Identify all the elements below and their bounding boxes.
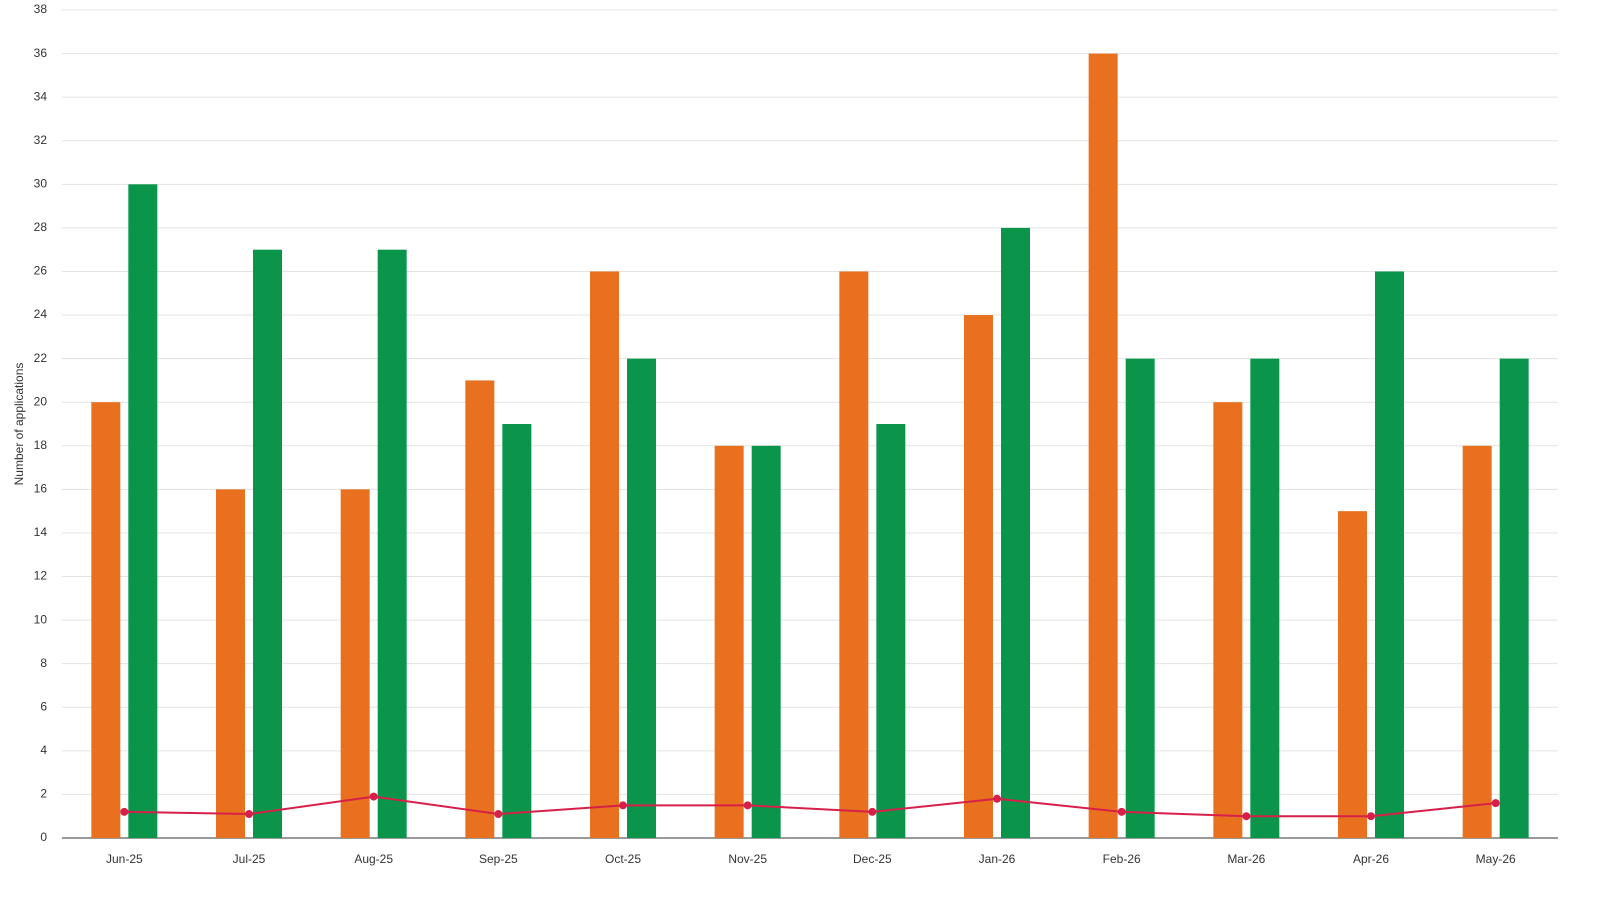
- y-tick-label: 36: [34, 46, 48, 60]
- y-tick-label: 6: [40, 699, 47, 713]
- y-tick-label: 12: [34, 569, 48, 583]
- y-tick-label: 22: [34, 351, 48, 365]
- y-tick-label: 18: [34, 438, 48, 452]
- x-tick-label: Oct-25: [605, 852, 641, 866]
- bar: [751, 445, 781, 838]
- y-tick-label: 28: [34, 220, 48, 234]
- y-tick-label: 30: [34, 176, 48, 190]
- y-tick-label: 20: [34, 394, 48, 408]
- bar: [1338, 511, 1367, 838]
- x-tick-label: Aug-25: [354, 852, 393, 866]
- y-tick-label: 26: [34, 264, 48, 278]
- y-tick-label: 2: [40, 787, 47, 801]
- x-tick-label: May-26: [1476, 852, 1516, 866]
- line-point: [1242, 812, 1251, 821]
- x-tick-label: Mar-26: [1227, 852, 1265, 866]
- x-tick-label: Nov-25: [728, 852, 767, 866]
- y-tick-label: 8: [40, 656, 47, 670]
- bar: [627, 358, 656, 838]
- y-tick-label: 38: [34, 2, 48, 16]
- bar: [253, 249, 282, 838]
- line-point: [993, 794, 1001, 803]
- bar: [1125, 358, 1155, 838]
- y-tick-label: 34: [34, 89, 48, 103]
- y-tick-label: 4: [40, 743, 47, 757]
- line-point: [1367, 812, 1375, 821]
- x-tick-label: Apr-26: [1353, 852, 1389, 866]
- bar: [590, 271, 619, 838]
- bar: [1001, 227, 1030, 839]
- bar: [216, 489, 245, 838]
- bar: [1088, 53, 1118, 838]
- y-axis-label: Number of applications: [12, 363, 26, 486]
- x-tick-label: Dec-25: [853, 852, 892, 866]
- y-tick-label: 10: [34, 612, 48, 626]
- y-tick-label: 0: [40, 830, 47, 844]
- bar: [91, 402, 121, 838]
- x-tick-label: Jul-25: [233, 852, 266, 866]
- line-point: [1117, 807, 1126, 816]
- x-tick-label: Jun-25: [106, 852, 143, 866]
- x-tick-label: Sep-25: [479, 852, 518, 866]
- x-tick-label: Feb-26: [1103, 852, 1141, 866]
- bar: [714, 445, 744, 838]
- bar: [876, 424, 906, 838]
- bar: [1213, 402, 1243, 838]
- bar: [340, 489, 370, 838]
- line-point: [1491, 799, 1500, 808]
- bar: [1250, 358, 1280, 838]
- bar: [377, 249, 407, 838]
- y-tick-label: 16: [34, 482, 48, 496]
- y-tick-label: 24: [34, 307, 48, 321]
- bar: [1375, 271, 1404, 838]
- line-point: [245, 810, 253, 819]
- bar: [839, 271, 869, 838]
- bar: [502, 424, 532, 838]
- line-point: [120, 807, 129, 816]
- x-tick-label: Jan-26: [979, 852, 1016, 866]
- bar: [465, 380, 495, 838]
- bar: [1499, 358, 1529, 838]
- y-tick-label: 14: [34, 525, 48, 539]
- line-point: [494, 810, 503, 819]
- bar: [964, 315, 993, 839]
- line-point: [868, 807, 877, 816]
- y-tick-label: 32: [34, 133, 48, 147]
- line-point: [619, 801, 627, 810]
- line-point: [369, 792, 378, 801]
- line: [124, 795, 1496, 818]
- bar: [128, 184, 158, 838]
- bar: [1462, 445, 1492, 838]
- line-point: [743, 801, 752, 810]
